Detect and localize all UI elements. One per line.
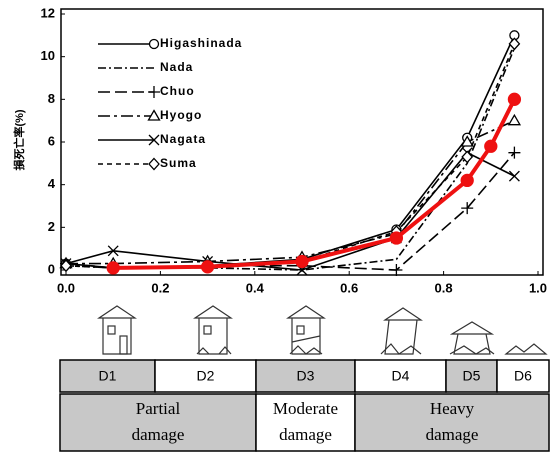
data-point [508, 37, 521, 51]
y-tick-label: 2 [48, 219, 55, 234]
level-label: D5 [463, 368, 481, 384]
level-label: D6 [514, 368, 532, 384]
group-label: damage [426, 425, 479, 444]
legend-marker [148, 134, 160, 146]
level-box [496, 359, 550, 393]
series-line [65, 47, 516, 271]
legend-label: Hyogo [160, 108, 202, 122]
level-box [59, 359, 156, 393]
series-line [65, 151, 515, 271]
x-tick-label: 0.2 [151, 280, 169, 295]
legend-marker [147, 109, 161, 121]
data-point [390, 264, 403, 276]
legend-label: Higashinada [160, 36, 242, 50]
data-point [507, 113, 522, 126]
data-point [484, 139, 498, 153]
group-box [354, 393, 550, 452]
data-point [508, 170, 520, 182]
y-tick-label: 4 [48, 176, 56, 191]
y-tick-label: 8 [48, 91, 55, 106]
legend-label: Chuo [160, 84, 195, 98]
y-tick-label: 6 [48, 133, 55, 148]
level-label: D3 [297, 368, 315, 384]
data-point [106, 261, 120, 275]
level-box [154, 359, 257, 393]
x-tick-label: 0.8 [435, 280, 453, 295]
data-point [295, 254, 309, 269]
data-point [460, 173, 474, 188]
house-icons [97, 305, 548, 355]
x-tick-label: 0.4 [246, 280, 265, 295]
data-point [508, 146, 521, 159]
data-point [389, 231, 404, 245]
series-line [65, 43, 516, 269]
group-label: Heavy [430, 399, 475, 418]
data-point [460, 135, 474, 147]
y-tick-label: 0 [48, 261, 55, 276]
legend-marker [148, 86, 160, 98]
x-tick-label: 0.6 [340, 280, 358, 295]
legend-label: Nada [160, 60, 193, 74]
data-point [461, 150, 474, 164]
series-line [66, 119, 515, 265]
legend-label: Suma [160, 156, 197, 170]
legend-marker [148, 157, 160, 171]
series-line [65, 34, 516, 269]
data-point [507, 92, 522, 106]
legend-label: Nagata [160, 132, 206, 146]
data-point [107, 245, 119, 257]
data-point [60, 259, 72, 273]
group-box [59, 393, 257, 452]
level-box [354, 359, 447, 393]
data-point [461, 202, 474, 215]
y-tick-label: 12 [41, 5, 55, 20]
x-tick-label: 1.0 [529, 280, 547, 295]
group-box [255, 393, 356, 452]
legend-marker [148, 38, 160, 50]
x-tick-label: 0.0 [57, 280, 75, 295]
level-label: D1 [99, 368, 117, 384]
level-label: D2 [197, 368, 215, 384]
group-label: damage [132, 425, 185, 444]
data-point [200, 260, 215, 274]
level-label: D4 [392, 368, 410, 384]
y-tick-label: 10 [41, 48, 55, 63]
group-label: damage [279, 425, 332, 444]
group-label: Partial [136, 399, 181, 418]
series-line [113, 98, 517, 270]
group-label: Moderate [273, 399, 338, 418]
y-axis-label: 損死亡率(%) [12, 109, 26, 170]
